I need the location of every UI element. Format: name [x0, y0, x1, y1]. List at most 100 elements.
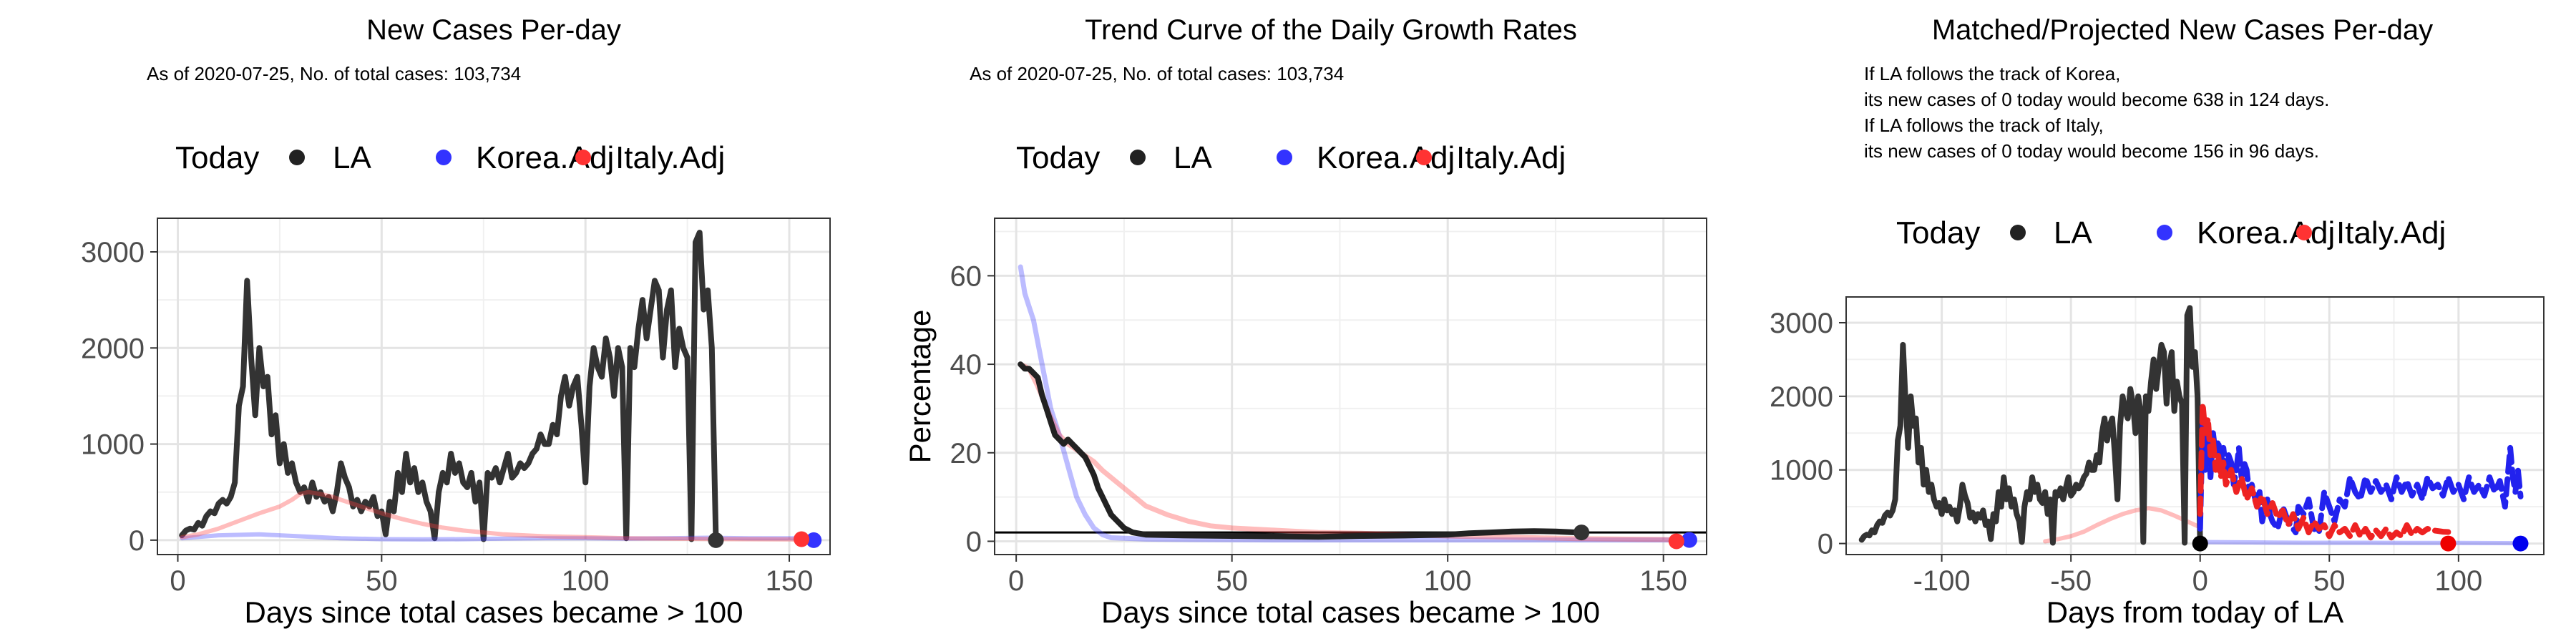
- legend: Today LA Korea.Adj Italy.Adj: [175, 140, 725, 175]
- chart-subtitle-line: As of 2020-07-25, No. of total cases: 10…: [970, 63, 1344, 84]
- today-point-la: [708, 532, 724, 548]
- legend-label: LA: [1174, 140, 1212, 175]
- legend-title: Today: [175, 140, 259, 175]
- plot-border: [157, 218, 831, 555]
- y-tick-label: 3000: [1770, 308, 1833, 339]
- y-tick-label: 60: [950, 260, 982, 292]
- legend-key-korea-adj: [2157, 225, 2172, 240]
- y-tick-label: 3000: [81, 237, 145, 268]
- legend-label: LA: [333, 140, 371, 175]
- x-axis-title: Days since total cases became > 100: [1101, 595, 1600, 629]
- legend-key-italy-adj: [575, 150, 591, 165]
- chart-title: Trend Curve of the Daily Growth Rates: [1085, 14, 1577, 46]
- legend: Today LA Korea.Adj Italy.Adj: [1016, 140, 1566, 175]
- series-group: [1858, 305, 2524, 547]
- chart-title: Matched/Projected New Cases Per-day: [1932, 14, 2433, 46]
- grid: [995, 218, 1707, 555]
- series-line-italy-adj: [2197, 401, 2451, 541]
- x-tick-label: 0: [1008, 565, 1024, 597]
- x-tick-label: 50: [1216, 565, 1248, 597]
- y-axis: 0 1000 2000 3000: [1770, 308, 1846, 560]
- series-line-la: [1018, 361, 1581, 540]
- today-point-korea-adj: [806, 532, 822, 548]
- legend-key-italy-adj: [1416, 150, 1432, 165]
- x-tick-label: 100: [562, 565, 610, 597]
- y-axis: 0 20 40 60: [950, 260, 995, 557]
- grid: [1846, 297, 2544, 555]
- chart-subtitle-line: As of 2020-07-25, No. of total cases: 10…: [147, 63, 521, 84]
- legend-label: Korea.Adj: [1317, 140, 1455, 175]
- y-tick-label: 1000: [1770, 455, 1833, 487]
- today-point-italy-adj: [2440, 535, 2457, 552]
- series-line-korea-adj: [2197, 415, 2524, 536]
- x-tick-label: -100: [1913, 565, 1971, 597]
- series-line-korea-adj: [2197, 540, 2523, 546]
- series-line-la: [1858, 305, 2203, 547]
- x-tick-label: 100: [2434, 565, 2482, 597]
- y-tick-label: 1000: [81, 429, 145, 461]
- x-tick-label: 150: [1639, 565, 1687, 597]
- y-axis-title: Percentage: [903, 310, 937, 464]
- y-tick-label: 0: [129, 525, 145, 557]
- plot-border: [994, 218, 1707, 555]
- today-point-italy-adj: [1668, 533, 1684, 550]
- legend-key-italy-adj: [2296, 225, 2312, 240]
- chart-subtitle-line: its new cases of 0 today would become 63…: [1864, 89, 2329, 110]
- legend-key-korea-adj: [1277, 150, 1292, 165]
- x-tick-label: 0: [2192, 565, 2208, 597]
- x-tick-label: 0: [170, 565, 185, 597]
- chart-subtitle-line: If LA follows the track of Italy,: [1864, 114, 2104, 136]
- legend-label: Italy.Adj: [2336, 215, 2446, 250]
- x-axis: 0 50 100 150: [170, 555, 813, 597]
- series-line-korea-adj: [1018, 264, 1692, 543]
- series-group: [179, 230, 816, 543]
- y-tick-label: 2000: [1770, 381, 1833, 413]
- today-point-korea-adj: [2512, 535, 2529, 552]
- series-line-italy-adj: [1018, 361, 1679, 543]
- y-tick-label: 0: [966, 526, 982, 557]
- y-tick-label: 20: [950, 438, 982, 469]
- grid: [157, 218, 830, 555]
- legend-label: Italy.Adj: [1456, 140, 1566, 175]
- legend: Today LA Korea.Adj Italy.Adj: [1896, 215, 2446, 250]
- y-axis: 0 1000 2000 3000: [81, 237, 157, 557]
- chart-panel-2: Trend Curve of the Daily Growth Rates As …: [903, 14, 1707, 629]
- x-tick-label: 50: [2313, 565, 2346, 597]
- series-group: [1018, 264, 1692, 543]
- x-tick-label: 100: [1424, 565, 1472, 597]
- x-tick-label: 50: [366, 565, 398, 597]
- y-tick-label: 40: [950, 349, 982, 381]
- today-point-la: [2192, 535, 2208, 552]
- x-axis-title: Days since total cases became > 100: [245, 595, 743, 629]
- legend-key-la: [2010, 225, 2026, 240]
- today-point-korea-adj: [1681, 532, 1697, 548]
- legend-title: Today: [1016, 140, 1100, 175]
- chart-panel-1: New Cases Per-day As of 2020-07-25, No. o…: [81, 14, 831, 629]
- today-point-italy-adj: [794, 531, 810, 547]
- chart-panel-3: Matched/Projected New Cases Per-day If LA…: [1770, 14, 2545, 629]
- legend-label: Korea.Adj: [476, 140, 614, 175]
- chart-subtitle-line: its new cases of 0 today would become 15…: [1864, 140, 2319, 162]
- legend-label: Italy.Adj: [615, 140, 725, 175]
- legend-label: Korea.Adj: [2197, 215, 2335, 250]
- x-tick-label: -50: [2050, 565, 2092, 597]
- x-axis-title: Days from today of LA: [2046, 595, 2344, 629]
- legend-key-la: [1130, 150, 1146, 165]
- legend-key-la: [289, 150, 305, 165]
- y-tick-label: 2000: [81, 333, 145, 364]
- series-line-la: [179, 230, 719, 543]
- today-point-la: [1574, 525, 1590, 541]
- x-axis: 0 50 100 150: [1008, 555, 1687, 597]
- x-axis: -100 -50 0 50 100: [1913, 555, 2482, 597]
- chart-subtitle-line: If LA follows the track of Korea,: [1864, 63, 2120, 84]
- series-line-italy-adj: [180, 489, 804, 542]
- legend-title: Today: [1896, 215, 1980, 250]
- legend-key-korea-adj: [436, 150, 452, 165]
- y-tick-label: 0: [1818, 529, 1833, 560]
- chart-title: New Cases Per-day: [366, 14, 621, 46]
- legend-label: LA: [2054, 215, 2092, 250]
- plot-border: [1845, 296, 2545, 555]
- series-line-italy-adj: [2043, 506, 2202, 544]
- x-tick-label: 150: [766, 565, 814, 597]
